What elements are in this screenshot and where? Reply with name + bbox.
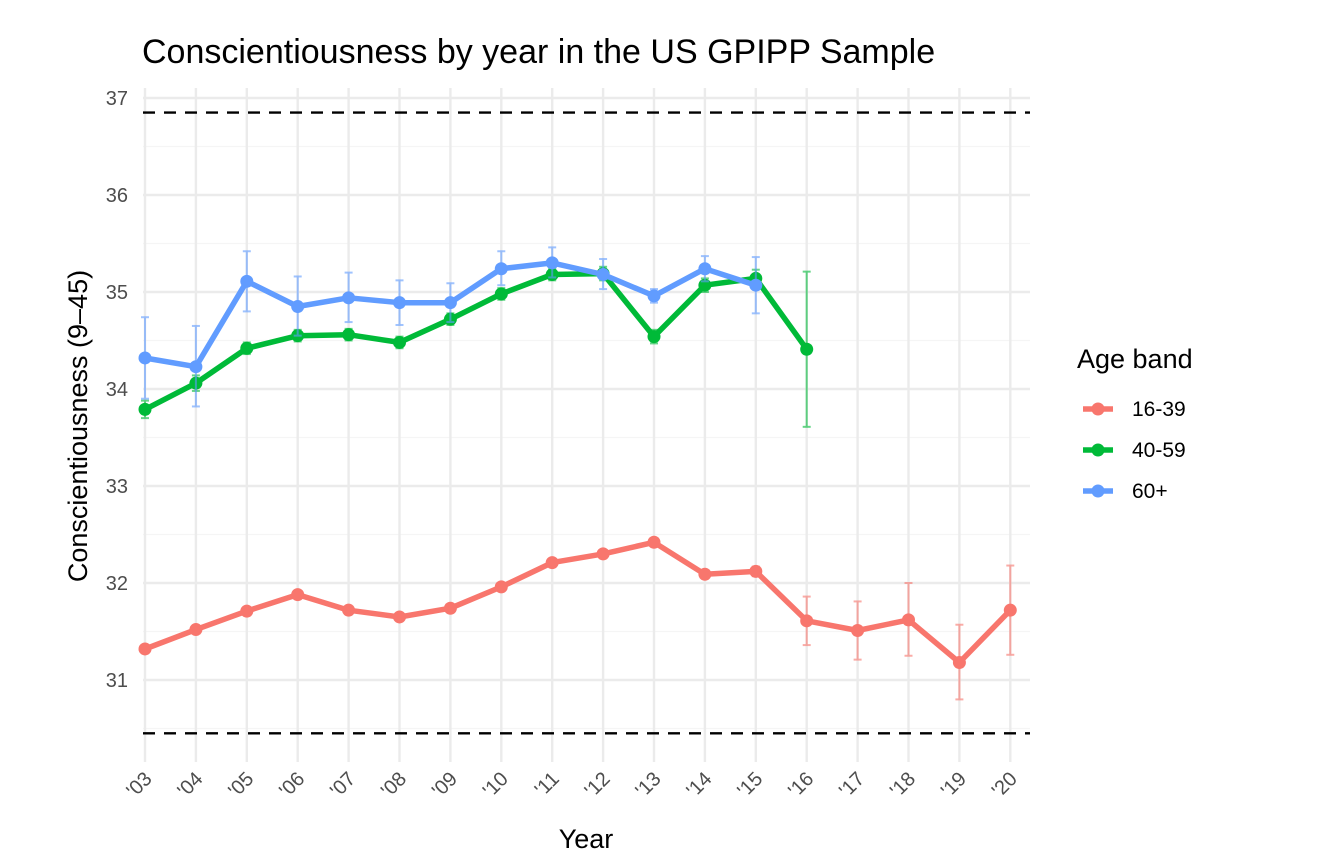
- data-point: [291, 300, 305, 314]
- x-tick-label: '14: [682, 768, 716, 802]
- chart-title: Conscientiousness by year in the US GPIP…: [142, 33, 935, 71]
- y-axis-label: Conscientiousness (9–45): [63, 270, 93, 582]
- x-tick-label: '07: [326, 768, 360, 802]
- x-tick-label: '04: [173, 768, 207, 802]
- legend-items: 16-39 40-59 60+: [1083, 398, 1186, 503]
- legend-label: 16-39: [1132, 398, 1186, 421]
- data-point: [240, 274, 254, 288]
- data-point: [291, 588, 305, 602]
- series-60+: [138, 246, 763, 408]
- data-point: [240, 341, 254, 355]
- data-point: [443, 296, 457, 310]
- data-point: [189, 623, 203, 637]
- data-point: [698, 567, 712, 581]
- data-point: [138, 402, 152, 416]
- x-tick-label: '03: [123, 768, 157, 802]
- y-tick-label: 34: [106, 379, 128, 401]
- y-tick-label: 33: [106, 476, 128, 498]
- data-point: [902, 613, 915, 627]
- data-point: [393, 335, 406, 349]
- x-tick-label: '15: [733, 768, 767, 802]
- legend-item-60+: 60+: [1083, 480, 1168, 503]
- data-point: [494, 287, 508, 301]
- y-tick-label: 37: [106, 88, 128, 110]
- data-point: [1003, 603, 1017, 617]
- x-tick-label: '17: [835, 768, 869, 802]
- x-axis-label: Year: [559, 824, 614, 854]
- x-tick-label: '08: [377, 768, 411, 802]
- legend-item-40-59: 40-59: [1083, 439, 1186, 462]
- legend-key-point: [1091, 484, 1105, 498]
- y-tick-label: 31: [106, 670, 128, 692]
- series-line-16-39: [142, 539, 1014, 666]
- legend-item-16-39: 16-39: [1083, 398, 1186, 421]
- data-point: [494, 262, 508, 276]
- data-point: [647, 330, 661, 344]
- x-tick-label: '19: [937, 768, 971, 802]
- data-point: [800, 342, 814, 356]
- legend-key-point: [1091, 402, 1105, 416]
- x-tick-label: '16: [784, 768, 818, 802]
- x-tick-label: '10: [479, 768, 513, 802]
- data-point: [545, 556, 559, 570]
- data-point: [647, 289, 661, 303]
- data-point: [494, 580, 508, 594]
- x-tick-label: '18: [886, 768, 920, 802]
- data-point: [647, 535, 661, 549]
- data-point: [698, 262, 712, 276]
- series-16-39: [138, 535, 1017, 701]
- data-point: [952, 656, 966, 670]
- x-tick-label: '20: [988, 768, 1022, 802]
- legend-label: 40-59: [1132, 439, 1186, 462]
- data-point: [393, 296, 406, 310]
- legend-key-point: [1091, 443, 1105, 457]
- x-tick-label: '11: [531, 768, 564, 801]
- x-tick-label: '05: [224, 768, 258, 802]
- error-bars-16-39: [141, 538, 1015, 701]
- data-point: [749, 564, 763, 578]
- data-point: [596, 268, 610, 282]
- series-line-40-59: [142, 270, 810, 413]
- data-point: [545, 256, 559, 270]
- data-point: [393, 610, 406, 624]
- data-point: [138, 642, 152, 656]
- data-point: [596, 547, 610, 561]
- data-point: [443, 601, 457, 615]
- y-tick-label: 35: [106, 282, 128, 304]
- data-point: [138, 351, 152, 365]
- x-tick-label: '09: [428, 768, 462, 802]
- y-tick-label: 36: [106, 185, 128, 207]
- grid-layer: [143, 88, 1030, 762]
- legend-title: Age band: [1077, 344, 1193, 374]
- data-point: [342, 603, 356, 617]
- reference-lines: [143, 111, 1030, 735]
- data-point: [240, 604, 254, 618]
- legend-label: 60+: [1132, 480, 1168, 503]
- y-tick-label: 32: [106, 573, 128, 595]
- x-tick-label: '13: [632, 768, 666, 802]
- series-layer: [138, 246, 1017, 701]
- data-point: [851, 624, 865, 638]
- data-point: [749, 278, 763, 292]
- data-point: [342, 328, 356, 342]
- x-tick-label: '12: [581, 768, 615, 802]
- data-point: [800, 614, 814, 628]
- data-point: [342, 291, 356, 305]
- x-tick-label: '06: [275, 768, 309, 802]
- data-point: [189, 360, 203, 374]
- legend: Age band 16-39 40-59 60+: [1077, 344, 1193, 503]
